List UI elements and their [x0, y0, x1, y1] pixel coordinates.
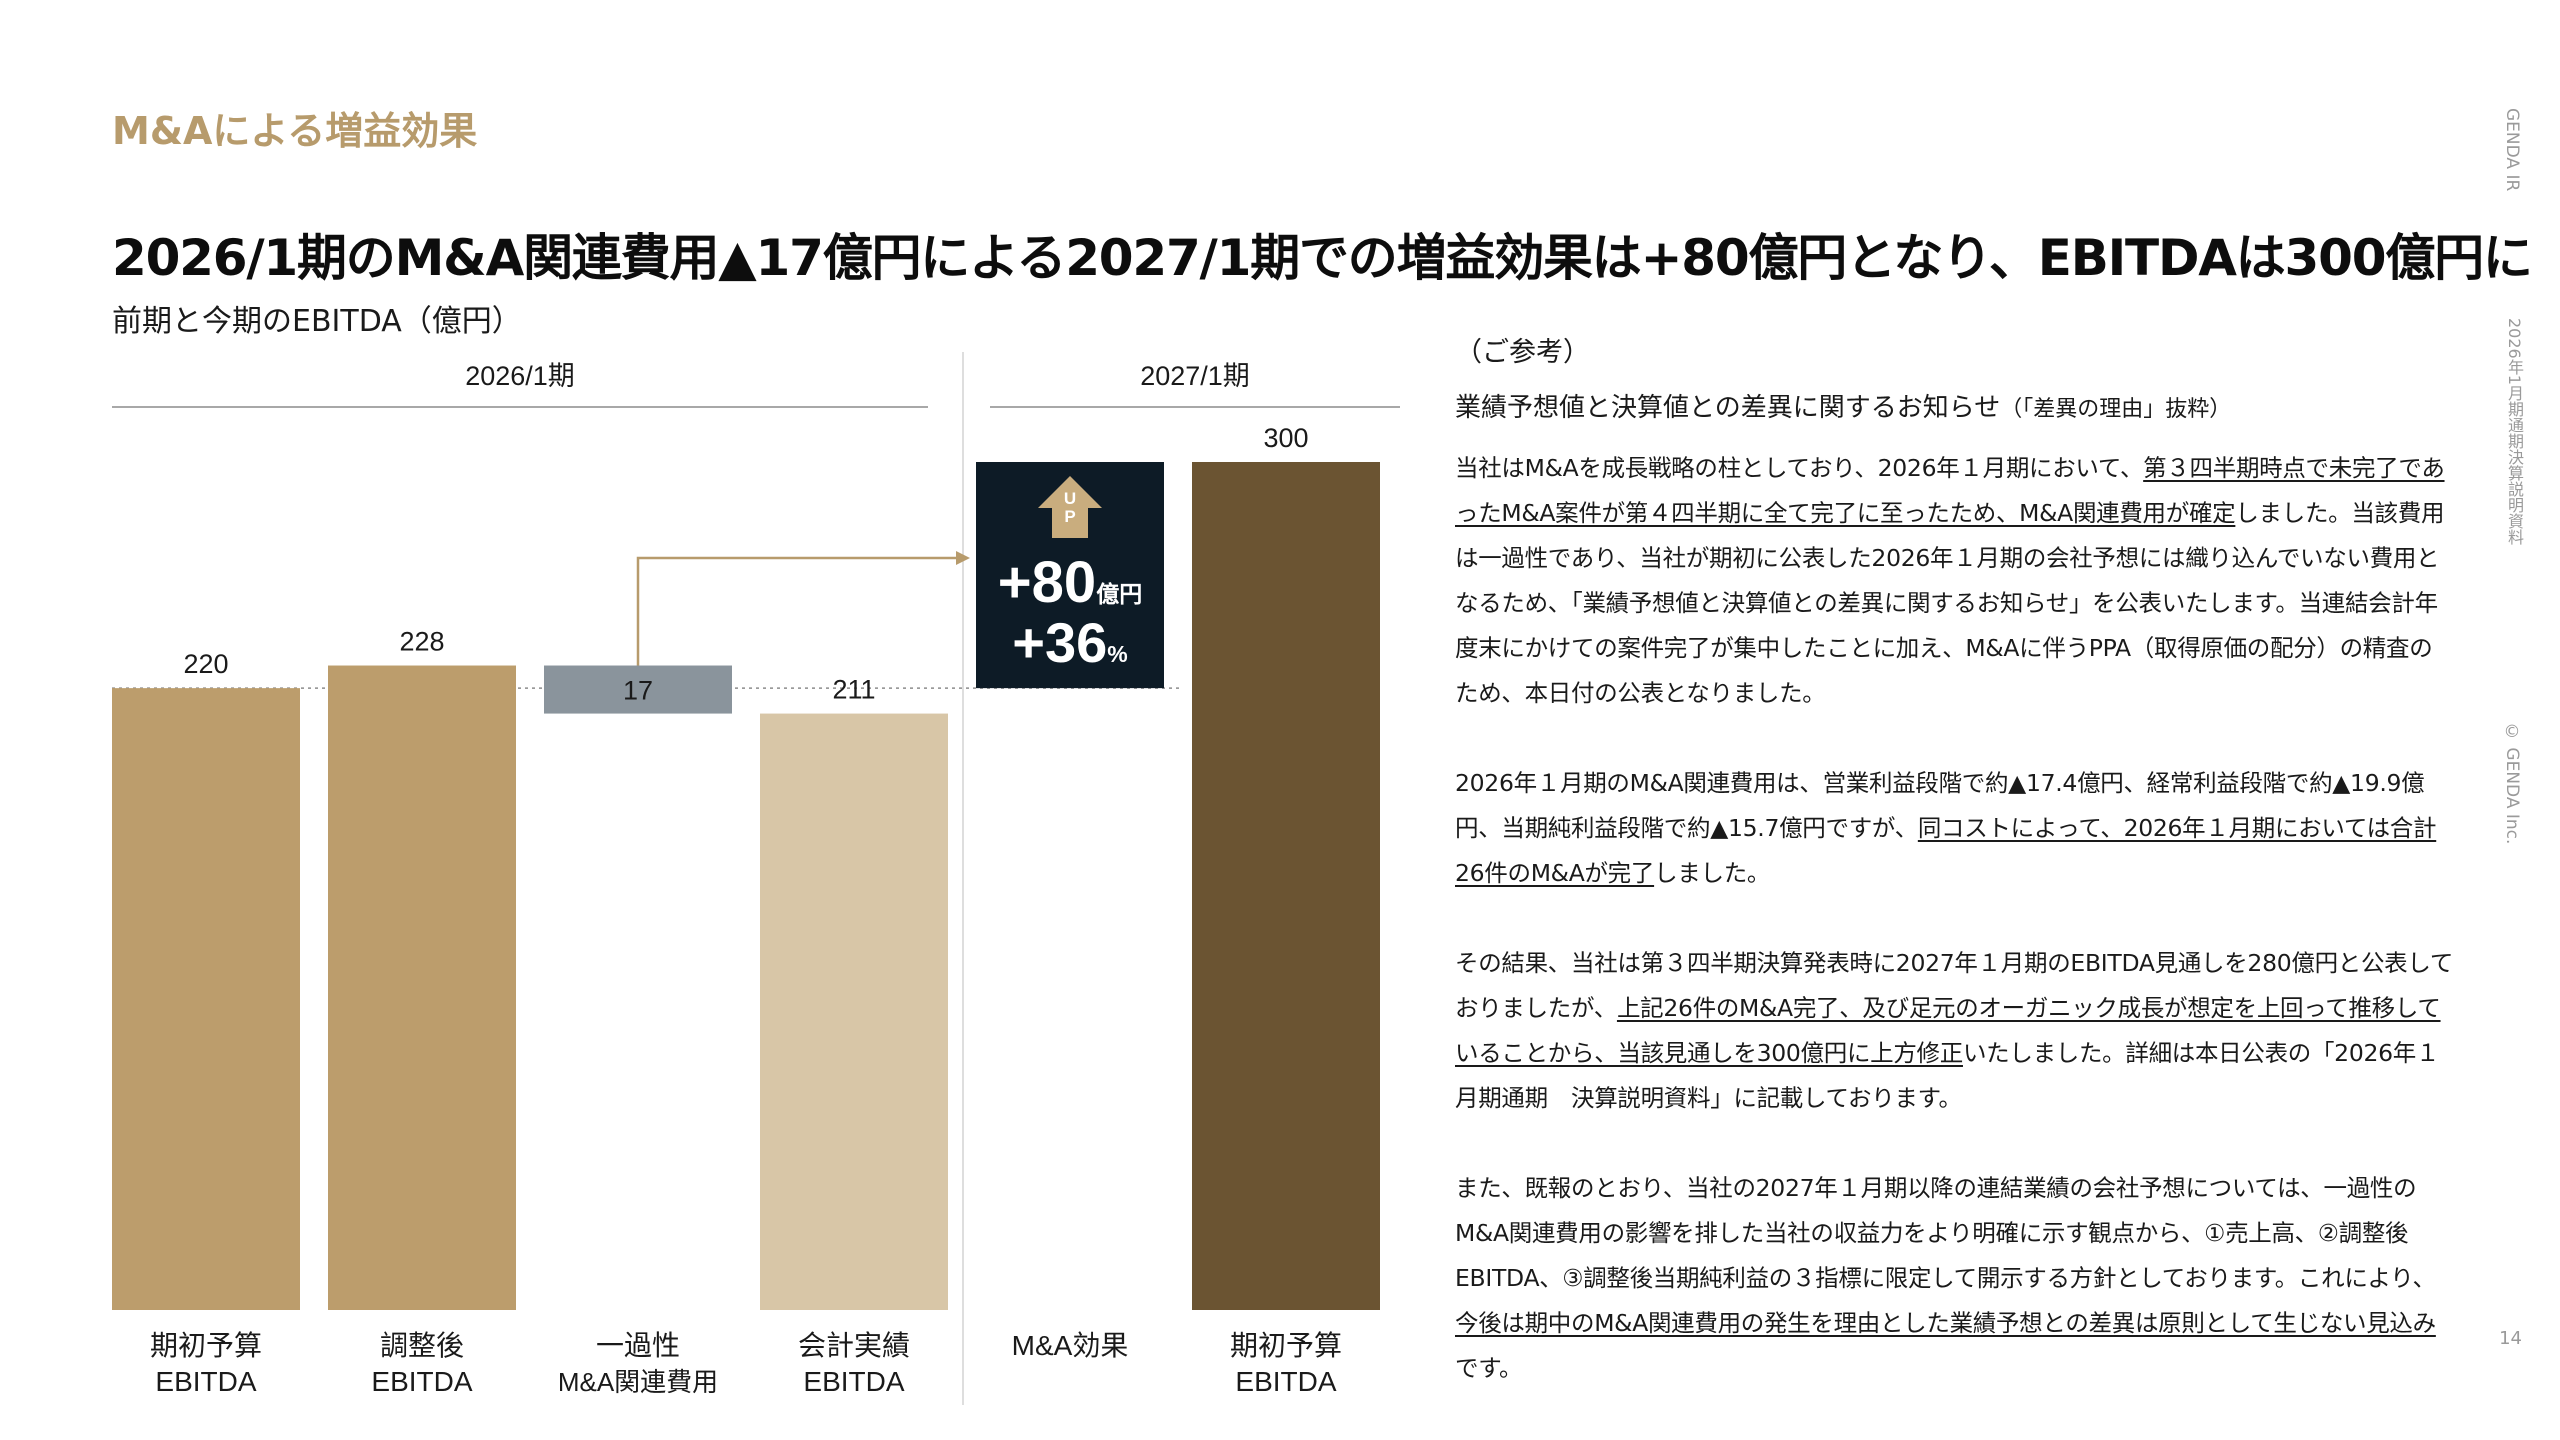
brand-label: GENDA IR — [2502, 108, 2522, 192]
reference-paragraph: 当社はM&Aを成長戦略の柱としており、2026年１月期において、第３四半期時点で… — [1455, 446, 2455, 716]
bar — [112, 688, 300, 1310]
category-label: 一過性 — [596, 1330, 680, 1361]
category-label: EBITDA — [155, 1366, 256, 1397]
up-arrow-letter: U — [1064, 489, 1076, 508]
data-label: 228 — [399, 627, 444, 657]
reference-paragraph: また、既報のとおり、当社の2027年１月期以降の連結業績の会社予想については、一… — [1455, 1166, 2455, 1391]
category-label: EBITDA — [1235, 1366, 1336, 1397]
category-label: 期初予算 — [1230, 1330, 1342, 1361]
category-label: M&A効果 — [1012, 1330, 1129, 1361]
data-label: 211 — [832, 675, 875, 705]
underlined-text: 上記26件のM&A完了、及び足元のオーガニック成長が想定を上回って推移しているこ… — [1455, 994, 2441, 1067]
underlined-text: 同コストによって、2026年１月期においては合計26件のM&Aが完了 — [1455, 814, 2437, 887]
callout-amount-value: +80 — [998, 550, 1096, 615]
reference-panel: （ご参考） 業績予想値と決算値との差異に関するお知らせ（「差異の理由」抜粋） 当… — [1455, 330, 2455, 1436]
copyright-label: © GENDA Inc. — [2502, 722, 2522, 845]
callout-amount: +80億円 — [998, 550, 1142, 615]
reference-title: 業績予想値と決算値との差異に関するお知らせ（「差異の理由」抜粋） — [1455, 387, 2455, 424]
reference-heading: （ご参考） — [1455, 337, 1590, 368]
category-label: M&A関連費用 — [558, 1367, 718, 1397]
callout-percent-value: +36 — [1012, 611, 1107, 674]
group-label: 2027/1期 — [1140, 361, 1250, 391]
category-label: 会計実績 — [798, 1330, 910, 1361]
page-number: 14 — [2499, 1328, 2522, 1349]
up-arrow-letter: P — [1064, 507, 1075, 526]
reference-title-note: （「差異の理由」抜粋） — [2000, 397, 2232, 422]
paragraph-text: また、既報のとおり、当社の2027年１月期以降の連結業績の会社予想については、一… — [1455, 1174, 2436, 1292]
paragraph-text: です。 — [1455, 1354, 1523, 1382]
callout-amount-unit: 億円 — [1096, 581, 1142, 607]
paragraph-text: 当社はM&Aを成長戦略の柱としており、2026年１月期において、 — [1455, 454, 2144, 482]
category-label: EBITDA — [371, 1366, 472, 1397]
arrow-head-icon — [956, 551, 970, 565]
up-arrow-icon — [1038, 476, 1102, 538]
category-label: EBITDA — [803, 1366, 904, 1397]
connector-arrow — [636, 556, 960, 666]
paragraph-text: いたしました。詳細は本日公表の「2026年１月期通期 決算説明資料」に記載してお… — [1455, 1039, 2440, 1112]
reference-body: 当社はM&Aを成長戦略の柱としており、2026年１月期において、第３四半期時点で… — [1455, 446, 2455, 1391]
bar — [760, 713, 948, 1310]
paragraph-text: その結果、当社は第３四半期決算発表時に2027年１月期のEBITDA見通しを28… — [1455, 949, 2454, 1022]
underlined-text: 第３四半期時点で未完了であったM&A案件が第４四半期に全て完了に至ったため、M&… — [1455, 454, 2445, 527]
reference-paragraph: その結果、当社は第３四半期決算発表時に2027年１月期のEBITDA見通しを28… — [1455, 941, 2455, 1121]
chart-subtitle: 前期と今期のEBITDA（億円） — [112, 304, 522, 339]
page-title: 2026/1期のM&A関連費用▲17億円による2027/1期での増益効果は+80… — [112, 229, 2533, 287]
document-label: 2026年1月期通期決算説明資料 — [2505, 318, 2524, 545]
data-label: 220 — [183, 649, 228, 679]
category-label: 期初予算 — [150, 1330, 262, 1361]
bar — [544, 665, 732, 714]
category-label: 調整後 — [380, 1330, 464, 1361]
reference-paragraph: 2026年１月期のM&A関連費用は、営業利益段階で約▲17.4億円、経常利益段階… — [1455, 761, 2455, 896]
callout-percent: +36% — [1012, 611, 1127, 674]
data-label: 17 — [623, 676, 653, 706]
bar — [328, 665, 516, 1310]
group-label: 2026/1期 — [465, 361, 575, 391]
paragraph-text: しました。 — [1654, 859, 1771, 887]
data-label: 300 — [1263, 423, 1308, 453]
underlined-text: 今後は期中のM&A関連費用の発生を理由とした業績予想との差異は原則として生じない… — [1455, 1309, 2436, 1337]
callout-percent-unit: % — [1107, 641, 1127, 667]
section-label: M&Aによる増益効果 — [112, 109, 478, 153]
bar — [1192, 462, 1380, 1310]
reference-title-text: 業績予想値と決算値との差異に関するお知らせ — [1455, 393, 2001, 423]
paragraph-text: しました。当該費用は一過性であり、当社が期初に公表した2026年１月期の会社予想… — [1455, 499, 2445, 707]
paragraph-text: 2026年１月期のM&A関連費用は、営業利益段階で約▲17.4億円、経常利益段階… — [1455, 769, 2425, 842]
